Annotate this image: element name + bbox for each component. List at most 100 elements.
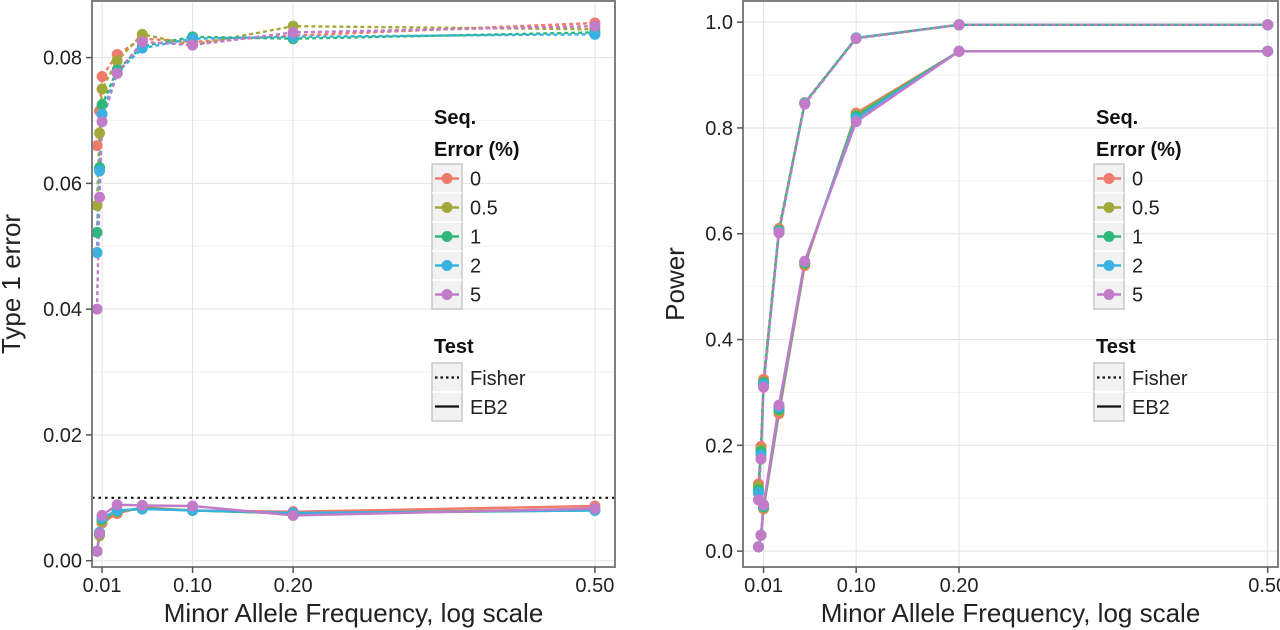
data-point-fisher-1 — [91, 226, 103, 238]
data-point-fisher-5 — [953, 19, 965, 31]
x-tick-label: 0.10 — [173, 575, 212, 597]
legend-key-point — [1103, 231, 1115, 242]
plot-background — [743, 1, 1278, 567]
series-line-fisher-5 — [95, 25, 595, 310]
data-point-fisher-2 — [96, 108, 108, 120]
grid — [92, 1, 615, 567]
legend-key-point — [1103, 260, 1115, 271]
x-tick-label: 0.01 — [744, 575, 783, 597]
data-point-eb2-5 — [187, 500, 199, 512]
legend-seq-label: 0.5 — [1132, 198, 1160, 220]
legend-seq-label: 5 — [1132, 285, 1143, 307]
data-point-fisher-0_5 — [136, 28, 148, 40]
data-point-eb2-5 — [589, 503, 601, 515]
axes: 0.00.20.40.60.81.00.010.100.200.50 — [705, 12, 1280, 597]
y-tick-label: 0.04 — [43, 299, 82, 321]
data-point-eb2-5 — [850, 116, 862, 128]
y-tick-label: 0.4 — [705, 330, 733, 352]
legend: Seq. Error (%) 0 0.5 1 2 5 Test Fisher EB2 — [1093, 107, 1188, 422]
chart-panel-1: 0.000.020.040.060.080.01 0.10 0.20 0.50Mino… — [0, 0, 616, 628]
data-point-eb2-5 — [752, 541, 764, 553]
plot-border — [91, 0, 616, 568]
data-point-eb2-5 — [773, 399, 785, 411]
data-point-fisher-5 — [111, 67, 123, 79]
legend: Seq. Error (%) 0 0.5 1 2 5 Test Fisher EB2 — [431, 107, 526, 422]
data-point-eb2-5 — [755, 529, 767, 541]
data-point-fisher-0_5 — [96, 83, 108, 95]
y-tick-label: 0.06 — [43, 173, 82, 195]
data-point-eb2-5 — [953, 45, 965, 57]
y-tick-label: 0.00 — [43, 551, 82, 573]
legend-test-title: Test — [1096, 336, 1136, 358]
data-point-eb2-5 — [799, 255, 811, 267]
data-point-eb2-5 — [1262, 45, 1274, 57]
data-point-fisher-5 — [773, 227, 785, 239]
legend-key-point — [441, 202, 453, 213]
data-point-fisher-5 — [799, 98, 811, 110]
grid — [743, 1, 1278, 567]
y-tick-label: 0.8 — [705, 118, 733, 140]
y-tick-label: 1.0 — [705, 12, 733, 34]
plot-border — [742, 0, 1279, 568]
data-point-eb2-5 — [91, 545, 103, 557]
x-tick-label: 0.20 — [940, 575, 979, 597]
y-axis-title: Type 1 error — [0, 214, 26, 355]
legend-eb2-label: EB2 — [470, 397, 508, 419]
legend-seq-label: 2 — [1132, 256, 1143, 278]
data-point-eb2-5 — [758, 499, 770, 511]
y-tick-label: 0.0 — [705, 541, 733, 563]
legend-seq-title-line1: Seq. — [434, 107, 476, 129]
data-point-fisher-2 — [91, 247, 103, 259]
y-tick-label: 0.08 — [43, 48, 82, 70]
x-tick-label: 0.10 — [837, 575, 876, 597]
data-point-fisher-5 — [589, 20, 601, 32]
x-tick-label: 0.50 — [1248, 575, 1280, 597]
axes: 0.000.020.040.060.080.01 0.10 0.20 0.50 — [43, 48, 614, 597]
legend-key-point — [1103, 173, 1115, 184]
x-axis-title: Minor Allele Frequency, log scale — [821, 598, 1201, 628]
data-point-fisher-5 — [136, 36, 148, 48]
legend-seq-label: 5 — [470, 285, 481, 307]
plot-background — [92, 1, 615, 567]
legend-seq-label: 0 — [1132, 169, 1143, 191]
data-point-fisher-0 — [96, 70, 108, 82]
x-axis-title: Minor Allele Frequency, log scale — [164, 598, 544, 628]
data-point-fisher-5 — [1262, 19, 1274, 31]
legend-fisher-label: Fisher — [1132, 368, 1188, 390]
data-point-eb2-5 — [94, 528, 106, 540]
data-point-fisher-1 — [96, 99, 108, 111]
data-point-fisher-5 — [758, 381, 770, 393]
chart-panel-2: 0.00.20.40.60.81.00.010.100.200.50Minor … — [660, 0, 1280, 628]
legend-key-point — [1103, 202, 1115, 213]
data-point-fisher-2 — [94, 165, 106, 177]
legend-seq-label: 2 — [470, 256, 481, 278]
legend-key-point — [1103, 289, 1115, 300]
data-point-fisher-2 — [589, 28, 601, 40]
data-point-fisher-5 — [94, 191, 106, 203]
data-point-fisher-0 — [91, 140, 103, 152]
legend-seq-label: 1 — [470, 227, 481, 249]
data-point-fisher-5 — [91, 303, 103, 315]
x-tick-label: 0.01 — [83, 575, 122, 597]
y-axis-title: Power — [660, 247, 690, 321]
legend-test-title: Test — [434, 336, 474, 358]
x-tick-label: 0.50 — [575, 575, 614, 597]
legend-seq-label: 0.5 — [470, 198, 498, 220]
legend-seq-title-line2: Error (%) — [1096, 139, 1182, 161]
data-point-fisher-5 — [187, 39, 199, 51]
x-tick-label: 0.20 — [274, 575, 313, 597]
y-tick-label: 0.02 — [43, 425, 82, 447]
legend-key-point — [441, 260, 453, 271]
data-point-eb2-5 — [136, 499, 148, 511]
legend-seq-title-line1: Seq. — [1096, 107, 1138, 129]
data-point-fisher-5 — [755, 453, 767, 465]
y-tick-label: 0.6 — [705, 224, 733, 246]
data-point-fisher-5 — [96, 116, 108, 128]
legend-key-point — [441, 289, 453, 300]
legend-eb2-label: EB2 — [1132, 397, 1170, 419]
legend-seq-title-line2: Error (%) — [434, 139, 520, 161]
legend-seq-label: 0 — [470, 169, 481, 191]
series-line-fisher-1 — [95, 31, 595, 233]
data-point-fisher-5 — [287, 26, 299, 38]
legend-key-point — [441, 231, 453, 242]
